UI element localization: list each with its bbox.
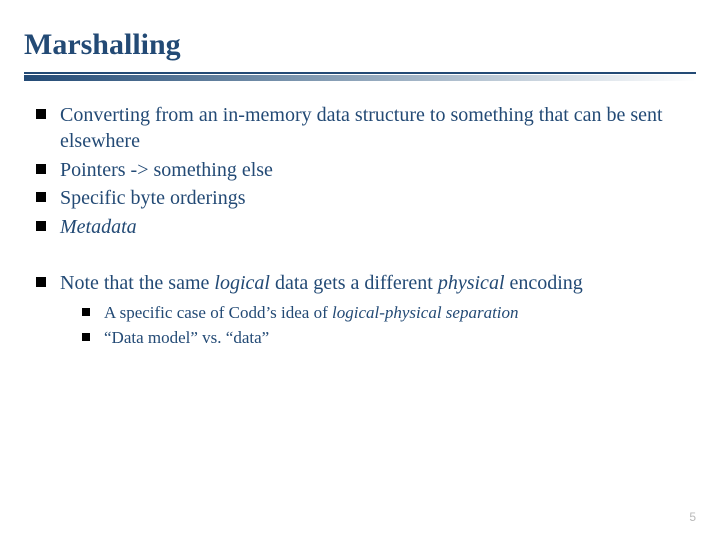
list-item: Specific byte orderings (30, 185, 690, 211)
list-item: Converting from an in-memory data struct… (30, 102, 690, 155)
bullet-text-emph: logical (214, 272, 275, 294)
title-rule (24, 72, 696, 80)
bullet-text: Converting from an in-memory data struct… (60, 104, 663, 152)
list-item: “Data model” vs. “data” (78, 327, 690, 349)
bullet-text-segment: Note that the same (60, 272, 214, 294)
slide-body: Converting from an in-memory data struct… (30, 100, 690, 351)
bullet-text: “Data model” vs. “data” (104, 328, 269, 347)
bullet-text-segment: encoding (510, 272, 583, 294)
bullet-text-emph: physical (438, 272, 510, 294)
list-item: Metadata (30, 214, 690, 240)
title-rule-line (24, 72, 696, 74)
bullet-text-segment: data gets a different (275, 272, 438, 294)
list-item: Pointers -> something else (30, 157, 690, 183)
bullet-text: Metadata (60, 216, 137, 238)
bullet-text-segment: A specific case of Codd’s idea of (104, 303, 332, 322)
title-rule-gradient (24, 75, 696, 81)
page-number: 5 (689, 510, 696, 524)
slide-title: Marshalling (24, 28, 181, 62)
sub-bullet-list: A specific case of Codd’s idea of logica… (60, 302, 690, 349)
list-item: A specific case of Codd’s idea of logica… (78, 302, 690, 324)
bullet-list-1: Converting from an in-memory data struct… (30, 102, 690, 240)
bullet-text: Specific byte orderings (60, 187, 246, 209)
spacer (30, 242, 690, 268)
bullet-list-2: Note that the same logical data gets a d… (30, 270, 690, 349)
slide: Marshalling Converting from an in-memory… (0, 0, 720, 540)
bullet-text-emph: logical-physical separation (332, 303, 519, 322)
list-item: Note that the same logical data gets a d… (30, 270, 690, 349)
bullet-text: Pointers -> something else (60, 159, 273, 181)
